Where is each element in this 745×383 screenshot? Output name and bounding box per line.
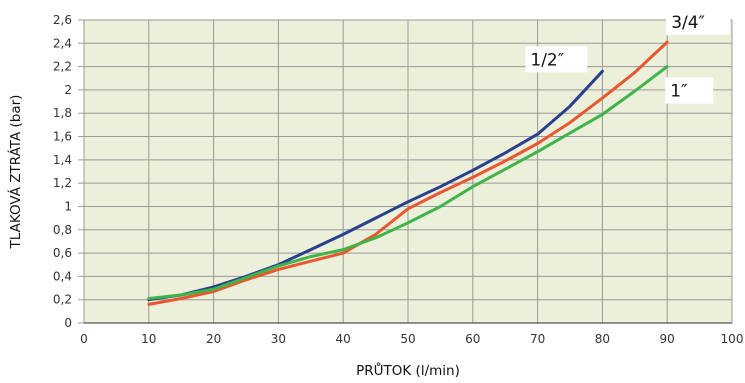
y-tick-label: 0,6 bbox=[53, 246, 72, 260]
series-label: 1″ bbox=[670, 82, 687, 102]
series-label-background bbox=[525, 46, 588, 73]
series-label-background bbox=[665, 77, 714, 104]
x-tick-label: 0 bbox=[80, 332, 88, 346]
x-tick-label: 20 bbox=[206, 332, 221, 346]
x-tick-labels: 0 10 20 30 40 50 60 70 80 90 100 bbox=[80, 332, 743, 346]
y-tick-label: 1,2 bbox=[53, 176, 72, 190]
series-lines bbox=[147, 40, 669, 306]
y-tick-label: 2,4 bbox=[53, 36, 72, 50]
y-tick-label: 2,2 bbox=[53, 60, 72, 74]
y-tick-label: 1,8 bbox=[53, 106, 72, 120]
y-tick-label: 0,4 bbox=[53, 269, 72, 283]
y-tick-label: 0,2 bbox=[53, 293, 72, 307]
x-tick-label: 70 bbox=[530, 332, 545, 346]
y-tick-labels: 0 0,2 0,4 0,6 0,8 1 1,2 1,4 1,6 1,8 2 2,2 2,4 2,6 bbox=[53, 13, 72, 330]
y-tick-label: 0,8 bbox=[53, 223, 72, 237]
x-tick-label: 50 bbox=[400, 332, 415, 346]
series-labels: 1/2″ 3/4″ 1″ bbox=[525, 9, 731, 104]
x-axis-title: PRŮTOK (l/min) bbox=[356, 361, 460, 379]
y-tick-label: 2 bbox=[64, 83, 72, 97]
x-tick-label: 100 bbox=[721, 332, 744, 346]
x-tick-label: 10 bbox=[141, 332, 156, 346]
y-tick-label: 2,6 bbox=[53, 13, 72, 27]
y-tick-label: 1,4 bbox=[53, 153, 72, 167]
y-tick-label: 1 bbox=[64, 199, 72, 213]
series-line bbox=[147, 40, 669, 306]
x-tick-label: 40 bbox=[336, 332, 351, 346]
y-axis-title: TLAKOVÁ ZTRÁTA (bar) bbox=[7, 95, 24, 250]
x-tick-label: 60 bbox=[465, 332, 480, 346]
y-tick-label: 1,6 bbox=[53, 130, 72, 144]
x-tick-label: 30 bbox=[271, 332, 286, 346]
y-tick-label: 0 bbox=[64, 316, 72, 330]
series-label-background bbox=[666, 9, 731, 36]
series-line bbox=[147, 65, 669, 300]
x-tick-label: 80 bbox=[595, 332, 610, 346]
series-line bbox=[147, 69, 604, 302]
series-label: 3/4″ bbox=[671, 13, 705, 33]
x-tick-label: 90 bbox=[660, 332, 675, 346]
series-label: 1/2″ bbox=[530, 50, 564, 70]
